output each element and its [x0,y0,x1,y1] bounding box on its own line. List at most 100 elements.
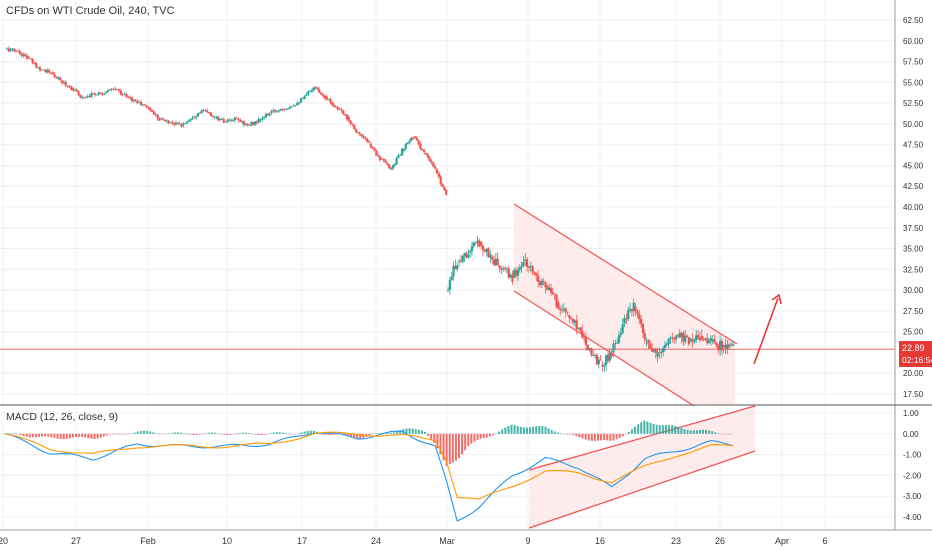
macd-hist-bar [621,433,624,437]
candle-body [173,123,176,125]
candle-body [160,118,163,120]
candle-body [198,112,201,114]
macd-hist-bar [698,429,701,434]
candle-body [500,268,503,270]
candle-body [59,77,62,81]
candle-body [474,242,477,244]
macd-hist-bar [668,425,671,434]
macd-hist-bar [414,429,417,434]
candle-body [364,137,367,139]
candle-body [82,97,86,99]
macd-hist-bar [532,426,535,434]
candle-body [130,97,133,101]
candle-body [606,355,610,361]
candle-body [178,123,181,125]
macd-hist-bar [476,433,479,440]
candle-body [540,280,543,286]
candle-body [638,313,641,320]
macd-hist-bar [115,433,118,435]
macd-hist-bar [467,433,470,446]
candle-body [275,110,279,112]
candle-body [560,309,564,311]
macd-hist-bar [300,432,303,434]
candle-body [706,338,709,344]
candle-body [62,82,65,84]
candle-body [514,269,518,276]
macd-hist-bar [593,433,596,441]
macd-hist-bar [683,429,686,434]
candle-body [174,122,178,125]
candle-body [713,339,716,343]
macd-hist-bar [241,432,244,434]
candle-body [656,352,659,357]
candle-body [9,49,12,52]
candle-body [667,338,670,345]
candle-body [435,169,439,174]
candle-body [239,119,242,122]
macd-hist-bar [708,430,711,434]
candle-body [246,123,249,126]
candle-body [700,335,703,340]
candle-body [612,343,615,353]
candle-body [327,98,330,100]
macd-hist-bar [96,433,99,439]
last-price-badge: 22.89 02:16:54 [899,341,932,367]
candle-body [112,88,115,90]
candle-body [193,116,196,118]
macd-hist-bar [34,433,37,438]
candle-body [498,265,501,269]
candle-body [641,323,645,333]
candle-body [253,121,257,125]
candle-body [480,241,483,246]
candle-body [685,335,689,338]
candle-body [610,353,613,357]
candle-body [371,147,374,149]
candle-body [152,111,156,115]
candle-body [671,337,674,339]
macd-hist-bar [729,433,732,435]
candle-body [189,119,192,121]
candle-body [263,117,266,119]
macd-hist-bar [664,425,667,434]
candle-body [503,268,507,270]
candle-body [478,240,481,247]
macd-hist-bar [433,433,436,443]
macd-hist-bar [346,433,349,436]
candle-body [97,92,100,95]
candle-body [158,118,161,121]
candle-body [446,289,450,291]
candle-body [338,109,341,110]
candle-body [150,110,154,112]
macd-hist-bar [210,432,213,434]
candle-body [682,332,685,342]
macd-hist-bar [146,431,149,434]
macd-line [4,430,734,522]
candle-body [86,96,89,97]
macd-hist-bar [133,432,136,434]
candle-body [412,137,415,139]
candle-body [312,87,315,91]
macd-hist-bar [420,430,423,434]
candle-body [18,51,21,54]
candle-body [213,116,216,118]
macd-hist-bar [158,433,161,435]
candle-body [437,173,440,177]
candle-body [614,342,617,344]
candle-body [42,69,45,71]
macd-hist-bar [303,431,306,434]
candle-body [81,96,84,98]
candle-body [592,354,595,356]
price-tick-label: 25.00 [903,328,924,337]
candle-body [321,94,325,96]
macd-hist-bar [451,433,454,463]
candle-body [200,110,203,114]
macd-hist-bar [374,433,377,434]
macd-hist-bar [41,433,44,437]
candle-body [51,72,54,75]
candle-body [143,104,146,106]
candle-body [369,143,372,148]
candle-body [156,114,159,119]
macd-hist-bar [411,428,414,434]
candle-body [375,150,378,156]
candle-body [704,338,707,340]
